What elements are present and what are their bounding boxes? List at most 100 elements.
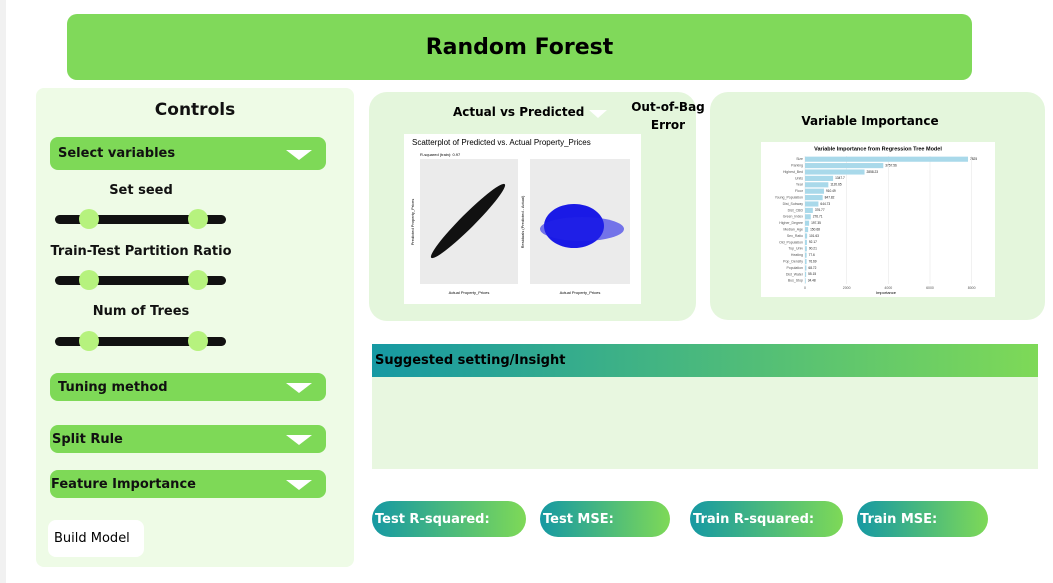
y-tick-label: Highest_Bed	[783, 170, 803, 174]
bar	[805, 252, 807, 258]
controls-title: Controls	[154, 100, 236, 120]
build-model-button[interactable]: Build Model	[48, 520, 144, 557]
bar	[805, 169, 865, 175]
metric: Train R-squared:	[690, 501, 843, 537]
slider-label: Train-Test Partition Ratio	[50, 244, 232, 259]
header-title: Random Forest	[67, 14, 972, 80]
y-tick-label: Pop_Density	[783, 260, 803, 264]
slider-knob[interactable]	[79, 331, 99, 351]
value-label: 847.82	[825, 195, 835, 199]
y-axis-label: Predicted Property_Prices	[410, 199, 415, 245]
x-axis-label: Actual Property_Prices	[449, 290, 490, 295]
x-tick-label: 0	[804, 286, 806, 290]
insight-body	[372, 377, 1038, 469]
value-label: 276.71	[813, 215, 823, 219]
oob-error-label: Out-of-Bag Error	[631, 100, 705, 132]
dropdown[interactable]: Feature Importance	[50, 470, 326, 498]
y-tick-label: Population	[786, 266, 803, 270]
value-label: 55.15	[808, 272, 816, 276]
controls-panel: Controls Select variables Set seed Train…	[36, 88, 354, 567]
value-label: 2858.23	[867, 170, 879, 174]
panel-title: Variable Importance	[801, 114, 939, 128]
y-tick-label: Median_Age	[783, 228, 803, 232]
dropdown-label: Tuning method	[58, 379, 168, 395]
scatter-image: Scatterplot of Predicted vs. Actual Prop…	[404, 134, 641, 304]
y-axis-label: Residuals (Predicted - Actual)	[520, 195, 525, 248]
x-tick-label: 2000	[843, 286, 851, 290]
chart-title: Variable Importance from Regression Tree…	[814, 146, 942, 152]
bar	[805, 265, 807, 271]
importance-chart: Variable Importance from Regression Tree…	[761, 142, 995, 297]
bar	[805, 207, 813, 213]
dropdown[interactable]: Split Rule	[50, 425, 326, 453]
bar	[805, 195, 823, 201]
y-tick-label: Parking	[791, 164, 803, 168]
x-tick-label: 6000	[926, 286, 934, 290]
y-tick-label: Dist_CBD	[788, 208, 804, 212]
point-cloud	[540, 217, 624, 241]
metric: Train MSE:	[857, 501, 988, 537]
y-tick-label: Floor	[795, 189, 804, 193]
bar	[805, 214, 811, 220]
plot-title: Scatterplot of Predicted vs. Actual Prop…	[412, 138, 591, 147]
x-axis-label: Importance	[876, 290, 897, 295]
dropdown-arrow	[286, 480, 312, 490]
dropdown-label: Feature Importance	[51, 476, 196, 492]
slider-knob[interactable]	[188, 331, 208, 351]
bar	[805, 156, 969, 162]
value-label: 7825	[970, 157, 977, 161]
slider-label: Num of Trees	[92, 304, 190, 319]
value-label: 77.6	[809, 253, 815, 257]
y-tick-label: Young_Population	[775, 196, 803, 200]
y-tick-label: Old_Population	[779, 240, 803, 244]
value-label: 101.63	[809, 234, 819, 238]
slider[interactable]	[55, 270, 226, 290]
slider-knob[interactable]	[188, 209, 208, 229]
dropdown-arrow	[286, 435, 312, 445]
prediction-panel: Actual vs Predicted Scatterplot of Predi…	[369, 92, 696, 321]
slider[interactable]	[55, 209, 226, 229]
dropdown[interactable]: Tuning method	[50, 373, 326, 401]
value-label: 910.49	[826, 189, 836, 193]
bar	[805, 278, 806, 284]
x-tick-label: 8000	[968, 286, 976, 290]
dropdown[interactable]: Select variables	[50, 137, 326, 170]
bar	[805, 233, 808, 239]
slider-label: Set seed	[109, 183, 173, 198]
value-label: 68.72	[808, 266, 816, 270]
y-tick-label: Dist_Subway	[783, 202, 804, 206]
value-label: 1347.7	[835, 176, 845, 180]
bar	[805, 175, 834, 181]
value-label: 76.69	[809, 259, 817, 263]
slider-knob[interactable]	[79, 270, 99, 290]
value-label: 376.77	[815, 208, 825, 212]
slider-knob[interactable]	[188, 270, 208, 290]
slider[interactable]	[55, 331, 226, 351]
bar	[805, 220, 810, 226]
y-tick-label: Bus_Stop	[788, 279, 803, 283]
tab-label[interactable]: Actual vs Predicted	[453, 105, 585, 119]
bar	[805, 271, 807, 277]
x-tick-label: 4000	[884, 286, 892, 290]
y-tick-label: Heating	[791, 253, 803, 257]
y-tick-label: Sex_Ratio	[787, 234, 803, 238]
y-tick-label: Top_Univ	[788, 247, 803, 251]
dropdown-arrow	[286, 383, 312, 393]
insight-header: Suggested setting/Insight	[372, 344, 1038, 377]
bar	[805, 188, 824, 194]
point-cloud	[430, 183, 506, 259]
metric: Test MSE:	[540, 501, 670, 537]
value-label: 1120.65	[830, 183, 842, 187]
bar	[805, 201, 819, 207]
y-tick-label: Year	[796, 183, 804, 187]
bar	[805, 259, 807, 265]
dropdown-label: Select variables	[58, 146, 176, 161]
tab-arrow	[589, 110, 607, 118]
value-label: 92.17	[809, 240, 817, 244]
value-label: 644.73	[820, 202, 830, 206]
scroll-edge	[0, 0, 6, 583]
value-label: 150.68	[810, 227, 820, 231]
y-tick-label: Size	[796, 157, 803, 161]
slider-knob[interactable]	[79, 209, 99, 229]
y-tick-label: Units	[795, 176, 803, 180]
